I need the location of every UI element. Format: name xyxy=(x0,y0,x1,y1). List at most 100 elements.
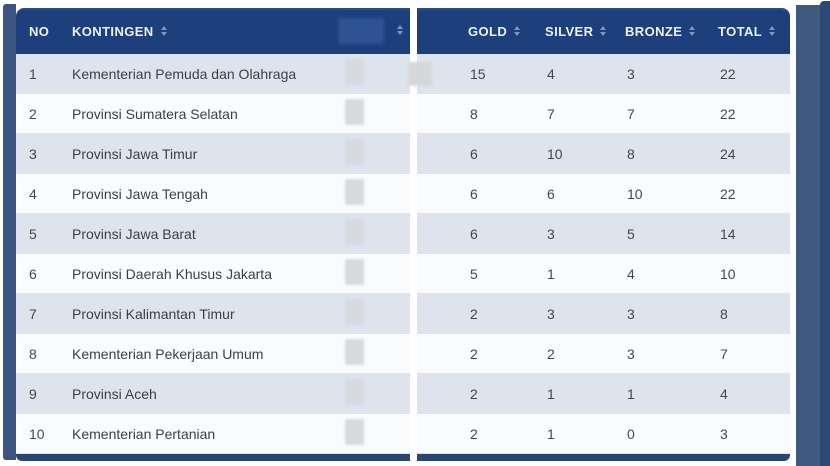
row-kontingen-name: Provinsi Jawa Barat xyxy=(72,225,196,242)
row-kontingen-name: Provinsi Kalimantan Timur xyxy=(72,305,235,322)
row-logo-cell xyxy=(340,219,468,248)
row-rank: 6 xyxy=(29,265,37,282)
table-bottom-bar xyxy=(16,454,790,461)
row-rank: 1 xyxy=(29,65,37,82)
redacted-logo-image xyxy=(345,139,364,165)
row-rank: 8 xyxy=(29,345,37,362)
row-silver-count: 2 xyxy=(547,345,555,362)
row-rank: 3 xyxy=(29,145,37,162)
row-logo-cell xyxy=(340,339,468,368)
header-bronze[interactable]: BRONZE xyxy=(625,24,718,39)
row-logo-cell xyxy=(340,259,468,288)
table-header-row: NO KONTINGEN GOLD SILVER BRONZE TOTAL xyxy=(16,8,790,54)
row-rank: 10 xyxy=(29,425,45,442)
row-bronze-count: 5 xyxy=(627,225,635,242)
table-row[interactable]: 5 Provinsi Jawa Barat 6 3 5 14 xyxy=(16,214,790,254)
redacted-header-cell xyxy=(338,18,384,44)
table-row[interactable]: 8 Kementerian Pekerjaan Umum 2 2 3 7 xyxy=(16,334,790,374)
row-logo-cell xyxy=(340,299,468,328)
sort-icon[interactable] xyxy=(600,26,607,36)
sort-icon[interactable] xyxy=(397,25,403,35)
row-gold-count: 2 xyxy=(470,345,478,362)
row-bronze-count: 4 xyxy=(627,265,635,282)
row-rank: 7 xyxy=(29,305,37,322)
header-gold-label: GOLD xyxy=(468,23,508,39)
redacted-logo-image xyxy=(345,179,364,205)
table-row[interactable]: 2 Provinsi Sumatera Selatan 8 7 7 22 xyxy=(16,94,790,134)
row-gold-count: 6 xyxy=(470,185,478,202)
right-accent-bar xyxy=(796,5,820,466)
sort-icon[interactable] xyxy=(514,26,521,36)
row-logo-cell xyxy=(340,139,468,168)
row-gold-count: 2 xyxy=(470,305,478,322)
header-kontingen[interactable]: KONTINGEN xyxy=(72,24,340,39)
row-gold-count: 8 xyxy=(470,105,478,122)
row-rank: 9 xyxy=(29,385,37,402)
row-bronze-count: 3 xyxy=(627,345,635,362)
row-kontingen-name: Provinsi Jawa Tengah xyxy=(72,185,208,202)
redacted-logo-image xyxy=(345,219,364,245)
table-row[interactable]: 6 Provinsi Daerah Khusus Jakarta 5 1 4 10 xyxy=(16,254,790,294)
header-silver-label: SILVER xyxy=(545,23,594,39)
table-row[interactable]: 1 Kementerian Pemuda dan Olahraga 15 4 3 22 xyxy=(16,54,790,94)
row-bronze-count: 3 xyxy=(627,65,635,82)
row-kontingen-name: Kementerian Pertanian xyxy=(72,425,216,442)
row-bronze-count: 7 xyxy=(627,105,635,122)
row-total-count: 22 xyxy=(720,65,736,82)
row-kontingen-name: Provinsi Sumatera Selatan xyxy=(72,105,238,122)
table-row[interactable]: 9 Provinsi Aceh 2 1 1 4 xyxy=(16,374,790,414)
row-total-count: 7 xyxy=(720,345,728,362)
row-kontingen-name: Kementerian Pekerjaan Umum xyxy=(72,345,264,362)
row-logo-cell xyxy=(340,59,468,88)
row-rank: 5 xyxy=(29,225,37,242)
row-silver-count: 7 xyxy=(547,105,555,122)
row-bronze-count: 10 xyxy=(627,185,643,202)
row-gold-count: 2 xyxy=(470,425,478,442)
row-gold-count: 6 xyxy=(470,225,478,242)
row-bronze-count: 0 xyxy=(627,425,635,442)
redacted-logo-image xyxy=(345,299,364,325)
row-silver-count: 1 xyxy=(547,425,555,442)
redacted-logo-image xyxy=(345,59,364,85)
table-row[interactable]: 10 Kementerian Pertanian 2 1 0 3 xyxy=(16,414,790,454)
row-bronze-count: 3 xyxy=(627,305,635,322)
row-total-count: 4 xyxy=(720,385,728,402)
row-silver-count: 3 xyxy=(547,305,555,322)
table-row[interactable]: 4 Provinsi Jawa Tengah 6 6 10 22 xyxy=(16,174,790,214)
redacted-logo-image xyxy=(345,259,364,285)
header-silver[interactable]: SILVER xyxy=(545,24,625,39)
table-row[interactable]: 7 Provinsi Kalimantan Timur 2 3 3 8 xyxy=(16,294,790,334)
sort-icon[interactable] xyxy=(769,26,776,36)
row-bronze-count: 8 xyxy=(627,145,635,162)
header-gold[interactable]: GOLD xyxy=(468,24,545,39)
header-total-label: TOTAL xyxy=(718,23,763,39)
row-total-count: 8 xyxy=(720,305,728,322)
sort-icon[interactable] xyxy=(160,26,167,36)
header-total[interactable]: TOTAL xyxy=(718,24,790,39)
row-total-count: 24 xyxy=(720,145,736,162)
row-kontingen-name: Provinsi Jawa Timur xyxy=(72,145,198,162)
right-edge-panel xyxy=(820,1,830,466)
row-total-count: 14 xyxy=(720,225,736,242)
sort-icon[interactable] xyxy=(689,26,696,36)
row-silver-count: 1 xyxy=(547,385,555,402)
row-bronze-count: 1 xyxy=(627,385,635,402)
row-kontingen-name: Kementerian Pemuda dan Olahraga xyxy=(72,65,297,82)
row-gold-count: 15 xyxy=(470,65,486,82)
row-kontingen-name: Provinsi Aceh xyxy=(72,385,157,402)
row-total-count: 22 xyxy=(720,105,736,122)
redacted-image xyxy=(408,62,432,86)
redacted-logo-image xyxy=(345,99,364,125)
row-total-count: 3 xyxy=(720,425,728,442)
redacted-logo-image xyxy=(345,419,364,445)
table-body: 1 Kementerian Pemuda dan Olahraga 15 4 3 22 2 P… xyxy=(16,54,790,454)
row-rank: 2 xyxy=(29,105,37,122)
header-bronze-label: BRONZE xyxy=(625,23,683,39)
table-row[interactable]: 3 Provinsi Jawa Timur 6 10 8 24 xyxy=(16,134,790,174)
row-gold-count: 6 xyxy=(470,145,478,162)
row-total-count: 22 xyxy=(720,185,736,202)
row-silver-count: 10 xyxy=(547,145,563,162)
row-logo-cell xyxy=(340,99,468,128)
header-no: NO xyxy=(29,23,50,39)
